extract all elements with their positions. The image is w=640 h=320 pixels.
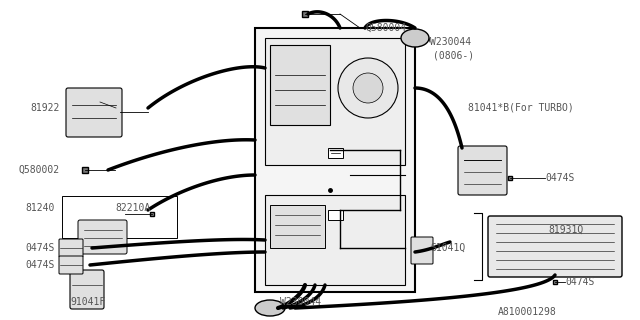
Text: W230044: W230044 bbox=[280, 297, 321, 307]
FancyBboxPatch shape bbox=[411, 237, 433, 264]
Bar bbox=[270, 205, 325, 248]
Text: 0474S: 0474S bbox=[545, 173, 574, 183]
FancyBboxPatch shape bbox=[70, 270, 104, 309]
Text: 91041F: 91041F bbox=[70, 297, 105, 307]
Text: 81041*B(For TURBO): 81041*B(For TURBO) bbox=[468, 103, 573, 113]
Bar bbox=[265, 38, 405, 165]
Text: Q580004: Q580004 bbox=[365, 23, 406, 33]
Text: 81240: 81240 bbox=[26, 203, 55, 213]
FancyBboxPatch shape bbox=[59, 256, 83, 274]
Ellipse shape bbox=[255, 300, 285, 316]
FancyBboxPatch shape bbox=[488, 216, 622, 277]
FancyBboxPatch shape bbox=[59, 239, 83, 257]
Bar bbox=[328, 148, 343, 158]
Ellipse shape bbox=[401, 29, 429, 47]
Circle shape bbox=[338, 58, 398, 118]
Text: A810001298: A810001298 bbox=[498, 307, 557, 317]
FancyBboxPatch shape bbox=[458, 146, 507, 195]
Text: Q580002: Q580002 bbox=[19, 165, 60, 175]
Bar bbox=[265, 195, 405, 285]
FancyBboxPatch shape bbox=[78, 220, 127, 254]
Text: S1041Q: S1041Q bbox=[430, 243, 465, 253]
Text: 0474S: 0474S bbox=[26, 260, 55, 270]
Bar bbox=[62, 196, 177, 238]
Text: 0474S: 0474S bbox=[26, 243, 55, 253]
Text: (0806-): (0806-) bbox=[433, 51, 474, 61]
Bar bbox=[255, 28, 415, 292]
Text: 81922: 81922 bbox=[31, 103, 60, 113]
FancyBboxPatch shape bbox=[66, 88, 122, 137]
Text: 0474S: 0474S bbox=[565, 277, 595, 287]
Text: 82210A: 82210A bbox=[115, 203, 150, 213]
Bar bbox=[328, 210, 343, 220]
Bar bbox=[270, 45, 330, 125]
Text: W230044: W230044 bbox=[430, 37, 471, 47]
Text: 81931Q: 81931Q bbox=[548, 225, 583, 235]
Circle shape bbox=[353, 73, 383, 103]
